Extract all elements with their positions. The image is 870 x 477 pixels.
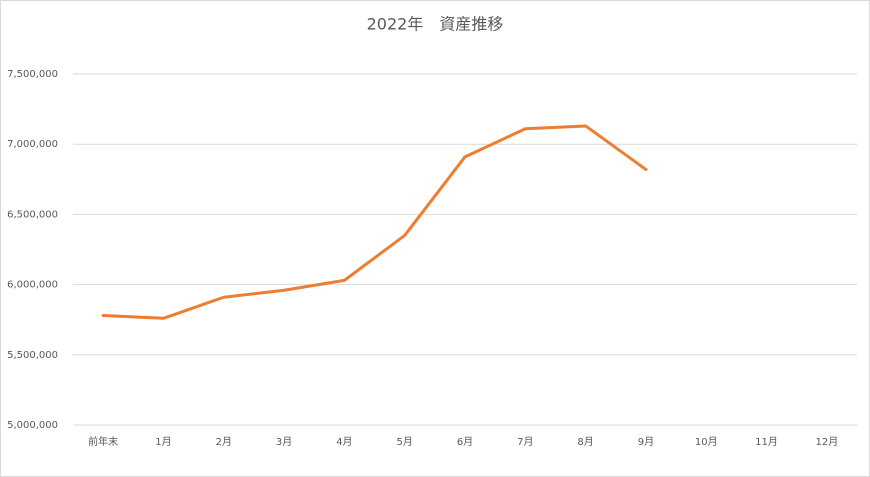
x-tick-label: 4月	[336, 436, 352, 448]
y-tick-label: 5,000,000	[7, 420, 58, 431]
x-tick-label: 2月	[216, 436, 232, 448]
x-tick-label: 11月	[755, 436, 778, 448]
y-tick-label: 7,500,000	[7, 69, 58, 80]
x-tick-label: 5月	[397, 436, 413, 448]
x-tick-label: 3月	[276, 436, 292, 448]
x-tick-label: 6月	[457, 436, 473, 448]
x-tick-label: 9月	[638, 436, 654, 448]
data-line	[101, 124, 648, 320]
y-tick-label: 6,000,000	[7, 280, 58, 291]
y-tick-label: 6,500,000	[7, 209, 58, 220]
x-tick-label: 1月	[155, 436, 171, 448]
chart-title: 2022年 資産推移	[367, 15, 504, 34]
x-tick-label: 7月	[517, 436, 533, 448]
y-tick-label: 7,000,000	[7, 139, 58, 150]
x-tick-label: 10月	[695, 436, 718, 448]
x-tick-label: 12月	[815, 436, 838, 448]
x-tick-label: 8月	[577, 436, 593, 448]
y-tick-label: 5,500,000	[7, 350, 58, 361]
x-tick-label: 前年末	[88, 435, 118, 448]
